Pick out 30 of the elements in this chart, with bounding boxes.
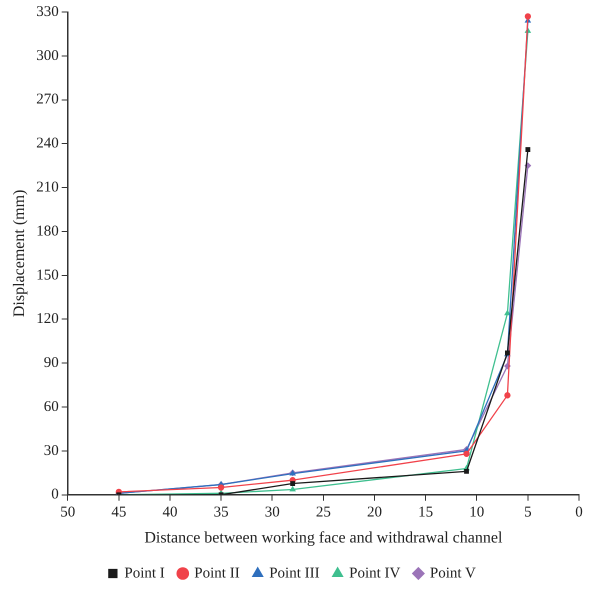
x-tick-label: 30 [264,504,280,521]
legend-label: Point I [124,565,165,582]
x-tick-label: 35 [214,504,229,521]
y-tick-label: 210 [36,180,59,196]
y-tick-label: 90 [44,355,59,372]
x-tick-label: 15 [418,504,434,521]
y-tick-label: 240 [36,136,59,152]
x-tick-label: 5 [524,504,532,521]
x-tick-label: 40 [162,504,178,521]
y-tick-label: 270 [36,92,59,108]
x-tick-label: 25 [316,504,331,521]
x-tick-label: 10 [469,504,484,521]
y-tick-label: 30 [44,442,59,459]
x-axis-title: Distance between working face and withdrawal channel [144,530,503,547]
y-tick-label: 300 [36,48,59,64]
y-tick-label: 0 [51,486,59,503]
y-tick-label: 60 [44,398,59,415]
y-tick-label: 330 [36,4,59,20]
x-tick-label: 50 [60,504,76,521]
legend-label: Point IV [349,565,401,582]
y-tick-label: 180 [36,223,59,240]
legend-label: Point II [194,565,240,582]
x-tick-label: 20 [366,504,382,521]
legend-label: Point V [430,565,476,582]
legend-label: Point III [269,565,320,582]
x-tick-label: 0 [575,504,583,521]
y-tick-label: 120 [36,311,59,328]
y-axis-title: Displacement (mm) [10,190,28,318]
y-tick-label: 150 [36,267,59,284]
x-tick-label: 45 [111,504,126,521]
